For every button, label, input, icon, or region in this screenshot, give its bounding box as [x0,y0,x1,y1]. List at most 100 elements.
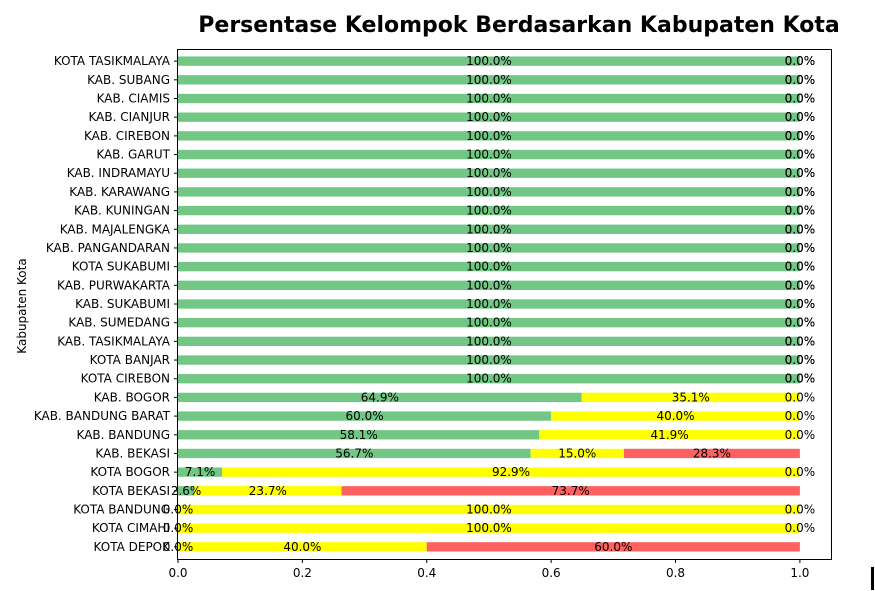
bar-value-label: 0.0% [785,409,816,423]
bar-segment [178,149,800,160]
bar-segment [178,392,582,403]
bar-value-label: 0.0% [785,73,816,87]
text-cursor [871,567,874,590]
bar-value-label: 0.0% [785,92,816,106]
y-tick-label: KAB. SUKABUMI [75,297,170,311]
bar-segment [178,112,800,122]
y-axis-label: Kabupaten Kota [15,258,29,353]
x-tick-label: 0.2 [293,566,312,580]
y-ticks-layer: KOTA TASIKMALAYA KAB. SUBANG KAB. CIAMIS KA… [34,54,178,554]
bar-value-label: 100.0% [466,353,512,367]
bar-value-label: 100.0% [466,166,512,180]
bar-segment [178,93,800,104]
bar-segment [539,430,800,440]
bar-segment [178,187,800,197]
bar-segment [581,392,800,403]
bar-value-label: 0.0% [785,148,816,162]
bar-segment [178,542,427,552]
y-tick-label: KOTA BANJAR [90,353,170,367]
bar-segment [178,131,800,141]
bar-segment [178,280,800,290]
bar-value-label: 73.7% [552,484,590,498]
bar-segment [178,486,195,496]
bar-segment [178,448,531,459]
bar-segment [178,411,552,421]
bar-value-label: 40.0% [283,540,321,554]
bar-value-label: 0.0% [785,54,816,68]
y-tick-label: KOTA BANDUNG [73,502,170,516]
bar-value-label: 40.0% [656,409,694,423]
y-tick-label: KAB. KARAWANG [69,185,170,199]
x-ticks-layer: 0.0 0.2 0.4 0.6 0.8 1.0 [168,559,809,580]
bar-value-label: 0.0% [785,353,816,367]
bar-value-label: 92.9% [492,465,530,479]
y-tick-label: KAB. BEKASI [95,446,170,460]
bar-value-label: 0.0% [785,54,816,68]
bar-segment [178,374,800,384]
bar-segment [178,243,800,253]
bar-value-label: 0.0% [785,204,816,218]
bar-segment [178,504,800,515]
bar-segment [194,486,342,496]
bar-segment [623,448,800,459]
x-tick-label: 0.4 [417,566,436,580]
bar-value-label: 0.0% [785,110,816,124]
bar-value-label: 0.0% [785,353,816,367]
bar-value-label: 100.0% [466,222,512,236]
bar-value-label: 0.0% [785,278,816,292]
bar-value-label: 100.0% [466,185,512,199]
bar-value-label: 100.0% [466,92,512,106]
bar-segment [178,336,800,347]
bar-segment [341,486,800,496]
bar-value-label: 0.0% [785,129,816,143]
bar-value-label: 0.0% [785,185,816,199]
x-tick-label: 0.8 [666,566,685,580]
bar-segment [178,299,800,309]
plot-frame [177,49,832,560]
y-tick-label: KAB. GARUT [96,148,170,162]
bar-value-label: 0.0% [785,428,816,442]
bar-value-label: 0.0% [785,372,816,386]
bar-value-label: 0.0% [785,260,816,274]
y-tick-label: KAB. KUNINGAN [74,204,170,218]
x-tick-label: 0.6 [542,566,561,580]
bar-value-label: 0.0% [785,204,816,218]
bar-labels-layer: 100.0% 0.0% 0.0% 100.0% 0.0% 0.0% 100.0% 0.0% 0.… [163,54,815,554]
y-tick-label: KAB. MAJALENGKA [60,222,171,236]
bar-segment [178,56,800,66]
bar-value-label: 23.7% [249,484,287,498]
bar-value-label: 0.0% [785,222,816,236]
bar-segment [178,355,800,365]
y-tick-label: KAB. SUBANG [87,73,170,87]
chart-title: Persentase Kelompok Berdasarkan Kabupate… [198,13,839,38]
bar-value-label: 100.0% [466,241,512,255]
bar-segment [178,75,800,85]
bar-value-label: 0.0% [785,465,816,479]
bar-value-label: 0.0% [785,334,816,348]
bar-value-label: 2.6% [171,484,202,498]
bar-value-label: 7.1% [185,465,216,479]
y-tick-label: KAB. PURWAKARTA [57,278,171,292]
bar-value-label: 100.0% [466,148,512,162]
bar-segment [178,168,800,178]
bar-segment [530,448,624,459]
bar-value-label: 0.0% [785,241,816,255]
bar-value-label: 28.3% [693,446,731,460]
bar-value-label: 0.0% [785,73,816,87]
bar-segment [178,523,800,533]
bar-value-label: 100.0% [466,372,512,386]
bar-value-label: 0.0% [785,222,816,236]
bar-value-label: 0.0% [785,92,816,106]
y-tick-label: KOTA BEKASI [92,484,170,498]
bar-value-label: 0.0% [785,166,816,180]
bar-value-label: 0.0% [785,278,816,292]
bar-value-label: 0.0% [785,260,816,274]
bar-value-label: 0.0% [785,166,816,180]
bar-value-label: 100.0% [466,54,512,68]
y-tick-label: KOTA TASIKMALAYA [54,54,171,68]
y-tick-label: KOTA CIMAHI [92,521,170,535]
bar-segment [178,318,800,328]
bar-value-label: 0.0% [785,297,816,311]
bar-value-label: 35.1% [672,390,710,404]
